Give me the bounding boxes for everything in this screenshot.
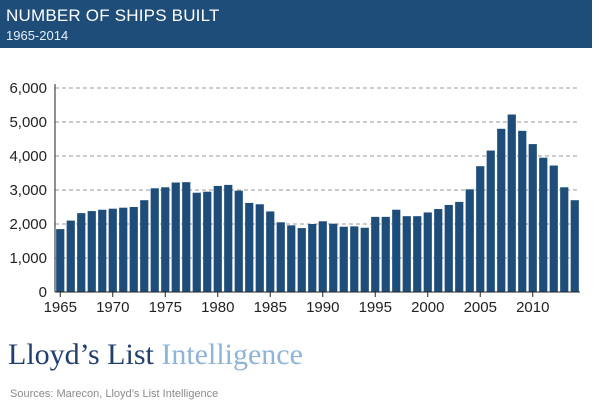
x-tick-label: 1985	[254, 299, 287, 316]
bar-1997	[392, 209, 401, 292]
y-tick-label: 6,000	[9, 80, 47, 97]
bar-series	[56, 114, 579, 292]
bar-1988	[297, 228, 306, 292]
bar-2014	[570, 200, 579, 292]
bar-2013	[560, 187, 569, 292]
x-tick-label: 2010	[516, 299, 549, 316]
bar-1992	[339, 226, 348, 292]
bar-2005	[476, 166, 485, 292]
bar-1982	[234, 190, 243, 292]
brand-logo: Lloyd’s List Intelligence	[8, 338, 303, 372]
bar-2008	[507, 114, 516, 292]
y-axis-labels: 0 1,000 2,000 3,000 4,000 5,000 6,000	[9, 80, 47, 301]
bar-2007	[497, 128, 506, 292]
bar-1995	[371, 216, 380, 292]
bar-1978	[192, 192, 201, 292]
bar-1965	[56, 229, 65, 292]
y-tick-label: 2,000	[9, 216, 47, 233]
brand-intelligence: Intelligence	[161, 338, 303, 371]
bar-1980	[213, 185, 222, 292]
brand-name: Lloyd’s List	[8, 338, 154, 371]
x-axis-labels: 1965 1970 1975 1980 1985 1990 1995 2000 2005 2010	[44, 299, 550, 316]
y-tick-label: 1,000	[9, 250, 47, 267]
bar-2003	[455, 201, 464, 292]
x-tick-label: 1965	[44, 299, 77, 316]
bar-1986	[276, 222, 285, 292]
y-tick-label: 5,000	[9, 114, 47, 131]
source-note: Sources: Marecon, Lloyd’s List Intellige…	[10, 388, 219, 400]
chart-subtitle: 1965-2014	[6, 28, 69, 43]
bar-2000	[423, 212, 432, 292]
bar-1996	[381, 216, 390, 292]
axes	[54, 84, 580, 297]
y-tick-label: 0	[39, 284, 47, 301]
bar-2010	[528, 144, 537, 292]
bar-1994	[360, 227, 369, 292]
bar-2011	[539, 157, 548, 292]
bar-1969	[98, 209, 107, 292]
bar-1970	[108, 208, 117, 292]
bar-2002	[444, 204, 453, 292]
bar-1966	[66, 220, 75, 292]
bar-1968	[87, 211, 96, 292]
bar-1977	[182, 182, 191, 292]
bar-1967	[77, 213, 86, 292]
bar-1976	[171, 182, 180, 292]
x-tick-label: 1980	[201, 299, 234, 316]
x-tick-label: 1990	[306, 299, 339, 316]
bar-1981	[224, 184, 233, 292]
bar-1991	[329, 223, 338, 292]
x-tick-label: 1995	[359, 299, 392, 316]
bar-1979	[203, 191, 212, 292]
bar-1998	[402, 216, 411, 292]
bar-1985	[266, 211, 275, 292]
y-tick-label: 4,000	[9, 148, 47, 165]
bar-2012	[549, 165, 558, 292]
bar-1999	[413, 216, 422, 292]
y-tick-label: 3,000	[9, 182, 47, 199]
bar-1971	[119, 207, 128, 292]
x-tick-label: 2005	[464, 299, 497, 316]
chart-title: NUMBER OF SHIPS BUILT	[6, 6, 220, 25]
bar-2001	[434, 209, 443, 292]
bar-1975	[161, 187, 170, 292]
bar-1983	[245, 202, 254, 292]
bar-2006	[486, 150, 495, 292]
x-tick-label: 2000	[411, 299, 444, 316]
chart-header: NUMBER OF SHIPS BUILT 1965-2014	[0, 0, 592, 48]
bar-1993	[350, 226, 359, 292]
x-tick-label: 1970	[96, 299, 129, 316]
bar-2009	[518, 130, 527, 292]
x-tick-label: 1975	[149, 299, 182, 316]
bar-1974	[150, 188, 159, 292]
bar-1989	[308, 224, 317, 292]
bar-chart: 0 1,000 2,000 3,000 4,000 5,000 6,000 1965 1970…	[9, 80, 580, 316]
bar-2004	[465, 189, 474, 292]
bar-1972	[129, 207, 138, 292]
bar-1973	[140, 200, 149, 292]
bar-1984	[255, 204, 264, 292]
bar-1987	[287, 225, 296, 292]
bar-1990	[318, 221, 327, 292]
